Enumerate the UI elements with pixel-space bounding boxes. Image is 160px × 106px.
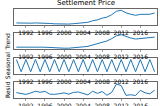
- svg-text:2016: 2016: [133, 29, 148, 36]
- svg-text:2016: 2016: [133, 78, 148, 85]
- svg-text:2004: 2004: [75, 29, 90, 36]
- svg-text:2008: 2008: [95, 53, 110, 60]
- svg-text:2004: 2004: [75, 53, 90, 60]
- svg-text:1996: 1996: [37, 29, 52, 36]
- svg-text:1996: 1996: [37, 102, 52, 106]
- svg-text:1992: 1992: [18, 78, 33, 85]
- svg-text:2012: 2012: [114, 53, 129, 60]
- svg-text:Resid: Resid: [4, 82, 11, 98]
- svg-text:Trend: Trend: [4, 33, 11, 51]
- svg-text:2008: 2008: [95, 102, 110, 106]
- svg-text:2004: 2004: [75, 78, 90, 85]
- svg-text:2012: 2012: [114, 78, 129, 85]
- svg-text:1992: 1992: [18, 53, 33, 60]
- svg-text:2012: 2012: [114, 102, 129, 106]
- svg-text:2008: 2008: [95, 78, 110, 85]
- svg-text:2016: 2016: [133, 53, 148, 60]
- svg-text:2000: 2000: [56, 78, 71, 85]
- svg-text:1996: 1996: [37, 78, 52, 85]
- svg-text:1996: 1996: [37, 53, 52, 60]
- svg-text:2008: 2008: [95, 29, 110, 36]
- svg-text:Settlement Price: Settlement Price: [57, 0, 115, 7]
- svg-text:2012: 2012: [114, 29, 129, 36]
- svg-text:2016: 2016: [133, 102, 148, 106]
- svg-text:2004: 2004: [75, 102, 90, 106]
- svg-text:1992: 1992: [18, 29, 33, 36]
- svg-text:1992: 1992: [18, 102, 33, 106]
- svg-text:2000: 2000: [56, 53, 71, 60]
- svg-text:Seasonal: Seasonal: [4, 52, 11, 79]
- svg-text:2000: 2000: [56, 29, 71, 36]
- svg-text:2000: 2000: [56, 102, 71, 106]
